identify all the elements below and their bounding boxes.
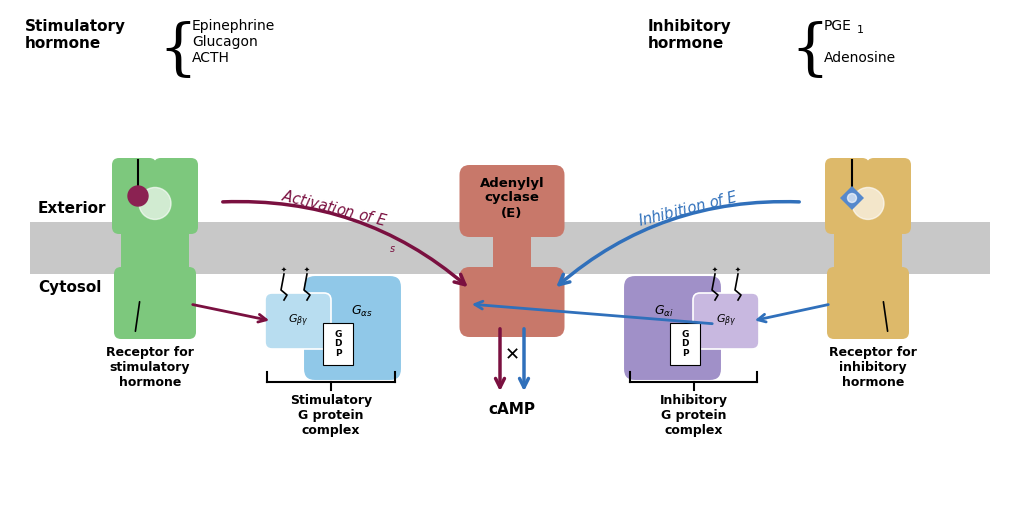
Polygon shape [840,186,864,210]
FancyArrowPatch shape [193,305,266,322]
Text: {: { [790,21,828,81]
Text: ✦: ✦ [712,267,718,273]
Text: s: s [390,244,395,254]
FancyBboxPatch shape [460,267,564,337]
Text: Cytosol: Cytosol [38,280,101,295]
Text: 1: 1 [857,25,864,35]
FancyBboxPatch shape [670,323,700,365]
Text: ✦: ✦ [304,267,310,273]
Text: ✕: ✕ [505,346,519,364]
Text: G
D
P: G D P [681,330,689,358]
Circle shape [848,194,856,203]
FancyBboxPatch shape [827,267,909,339]
FancyBboxPatch shape [265,293,331,349]
Text: $\it{Inhibition\ of\ E}$: $\it{Inhibition\ of\ E}$ [636,188,740,229]
Circle shape [128,186,148,206]
Text: G$_{\alpha i}$: G$_{\alpha i}$ [653,304,674,319]
Circle shape [139,187,171,220]
Text: Inhibitory
G protein
complex: Inhibitory G protein complex [659,394,727,437]
Bar [133,199,176,227]
Text: G
D
P: G D P [334,330,342,358]
Text: ✦: ✦ [735,267,741,273]
Text: G$_{\alpha s}$: G$_{\alpha s}$ [350,304,373,319]
Bar [834,222,902,274]
FancyBboxPatch shape [303,275,402,381]
Bar [121,222,189,274]
FancyBboxPatch shape [460,165,564,237]
Text: Adenylyl
cyclase
(E): Adenylyl cyclase (E) [479,177,545,220]
FancyBboxPatch shape [866,158,911,234]
Text: Adenosine: Adenosine [824,51,896,65]
Text: ✦: ✦ [281,267,287,273]
Text: cAMP: cAMP [488,402,536,417]
Circle shape [852,187,884,220]
Text: Stimulatory
hormone: Stimulatory hormone [25,19,126,51]
Text: Stimulatory
G protein
complex: Stimulatory G protein complex [290,394,372,437]
FancyArrowPatch shape [758,305,828,322]
FancyBboxPatch shape [154,158,198,234]
Text: G$_{\beta\gamma}$: G$_{\beta\gamma}$ [288,313,308,329]
FancyBboxPatch shape [825,158,869,234]
Text: Inhibitory
hormone: Inhibitory hormone [648,19,732,51]
FancyBboxPatch shape [693,293,759,349]
FancyArrowPatch shape [223,202,465,285]
Text: PGE: PGE [824,19,852,33]
Text: {: { [158,21,197,81]
FancyBboxPatch shape [623,275,722,381]
FancyBboxPatch shape [114,267,196,339]
FancyBboxPatch shape [323,323,353,365]
Text: Receptor for
inhibitory
hormone: Receptor for inhibitory hormone [829,346,916,389]
FancyArrowPatch shape [475,301,713,324]
FancyArrowPatch shape [559,202,799,285]
Bar [847,199,890,227]
Text: Epinephrine
Glucagon
ACTH: Epinephrine Glucagon ACTH [193,19,275,66]
FancyBboxPatch shape [112,158,157,234]
Text: Receptor for
stimulatory
hormone: Receptor for stimulatory hormone [106,346,194,389]
Text: Exterior: Exterior [38,201,106,216]
Text: $\it{Activation\ of\ E}$: $\it{Activation\ of\ E}$ [281,187,390,229]
Bar [493,222,531,274]
Bar [30,222,990,274]
Text: G$_{\beta\gamma}$: G$_{\beta\gamma}$ [716,313,736,329]
